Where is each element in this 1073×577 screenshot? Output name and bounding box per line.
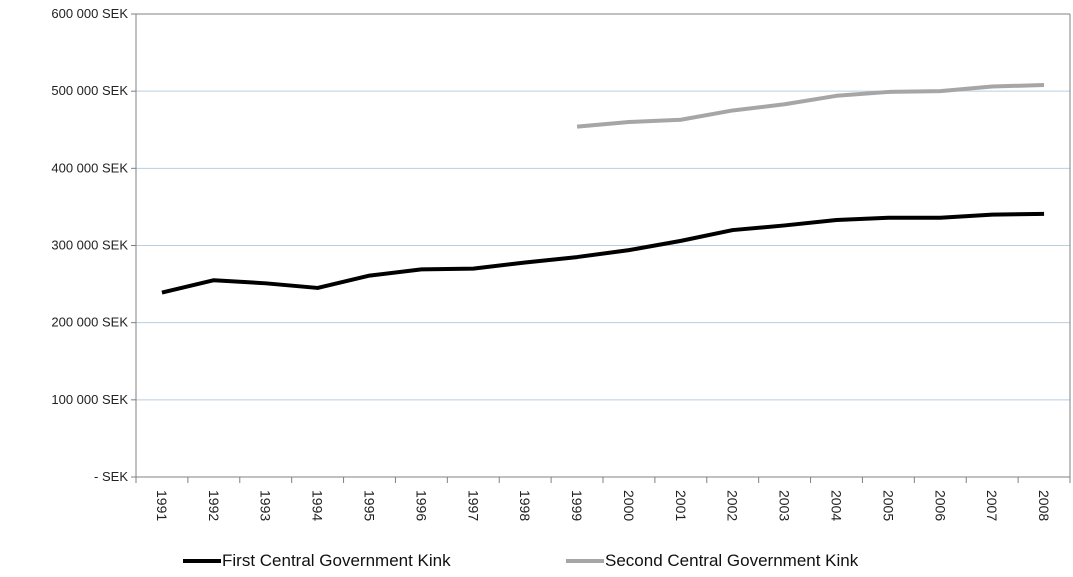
y-tick-label: 200 000 SEK xyxy=(51,315,128,330)
line-chart: - SEK 100 000 SEK 200 000 SEK 300 000 SEK 40… xyxy=(51,6,1071,521)
legend-swatch-first-kink xyxy=(183,559,221,563)
axes xyxy=(131,13,1071,483)
x-tick-label: 2007 xyxy=(984,490,1000,521)
x-tick-label: 2006 xyxy=(932,490,948,521)
y-tick-label: 400 000 SEK xyxy=(51,160,128,175)
legend-label-second-kink: Second Central Government Kink xyxy=(605,551,859,570)
y-tick-label: 600 000 SEK xyxy=(51,6,128,21)
legend-label-first-kink: First Central Government Kink xyxy=(222,551,451,570)
legend: First Central Government Kink Second Cen… xyxy=(0,551,1073,575)
series-lines xyxy=(161,82,1045,295)
legend-swatch-second-kink xyxy=(566,559,604,563)
legend-item-first-kink: First Central Government Kink xyxy=(183,551,451,571)
x-tick-label: 1998 xyxy=(517,490,533,521)
x-tick-label: 1993 xyxy=(258,490,274,521)
series-line-1 xyxy=(161,211,1045,295)
x-tick-label: 2001 xyxy=(673,490,689,521)
gridlines xyxy=(136,90,1070,401)
y-tick-label: 500 000 SEK xyxy=(51,83,128,98)
x-axis-tick-labels: 1991 1992 1993 1994 1995 1996 1997 1998 1999 2000… xyxy=(154,490,1052,521)
y-tick-label: 300 000 SEK xyxy=(51,238,128,253)
x-tick-label: 1991 xyxy=(154,490,170,521)
y-tick-label: 100 000 SEK xyxy=(51,392,128,407)
legend-item-second-kink: Second Central Government Kink xyxy=(566,551,858,571)
x-tick-label: 2003 xyxy=(777,490,793,521)
x-tick-label: 1999 xyxy=(569,490,585,521)
x-tick-label: 1992 xyxy=(206,490,222,521)
x-tick-label: 2002 xyxy=(725,490,741,521)
y-axis-tick-labels: - SEK 100 000 SEK 200 000 SEK 300 000 SEK 40… xyxy=(51,6,128,484)
x-tick-label: 2005 xyxy=(880,490,896,521)
x-tick-label: 1994 xyxy=(310,490,326,521)
x-tick-label: 2008 xyxy=(1036,490,1052,521)
x-tick-label: 1996 xyxy=(413,490,429,521)
x-tick-label: 1997 xyxy=(465,490,481,521)
x-tick-label: 1995 xyxy=(362,490,378,521)
x-tick-label: 2000 xyxy=(621,490,637,521)
series-line-2 xyxy=(576,82,1045,129)
x-tick-label: 2004 xyxy=(829,490,845,521)
y-tick-label: - SEK xyxy=(94,469,128,484)
